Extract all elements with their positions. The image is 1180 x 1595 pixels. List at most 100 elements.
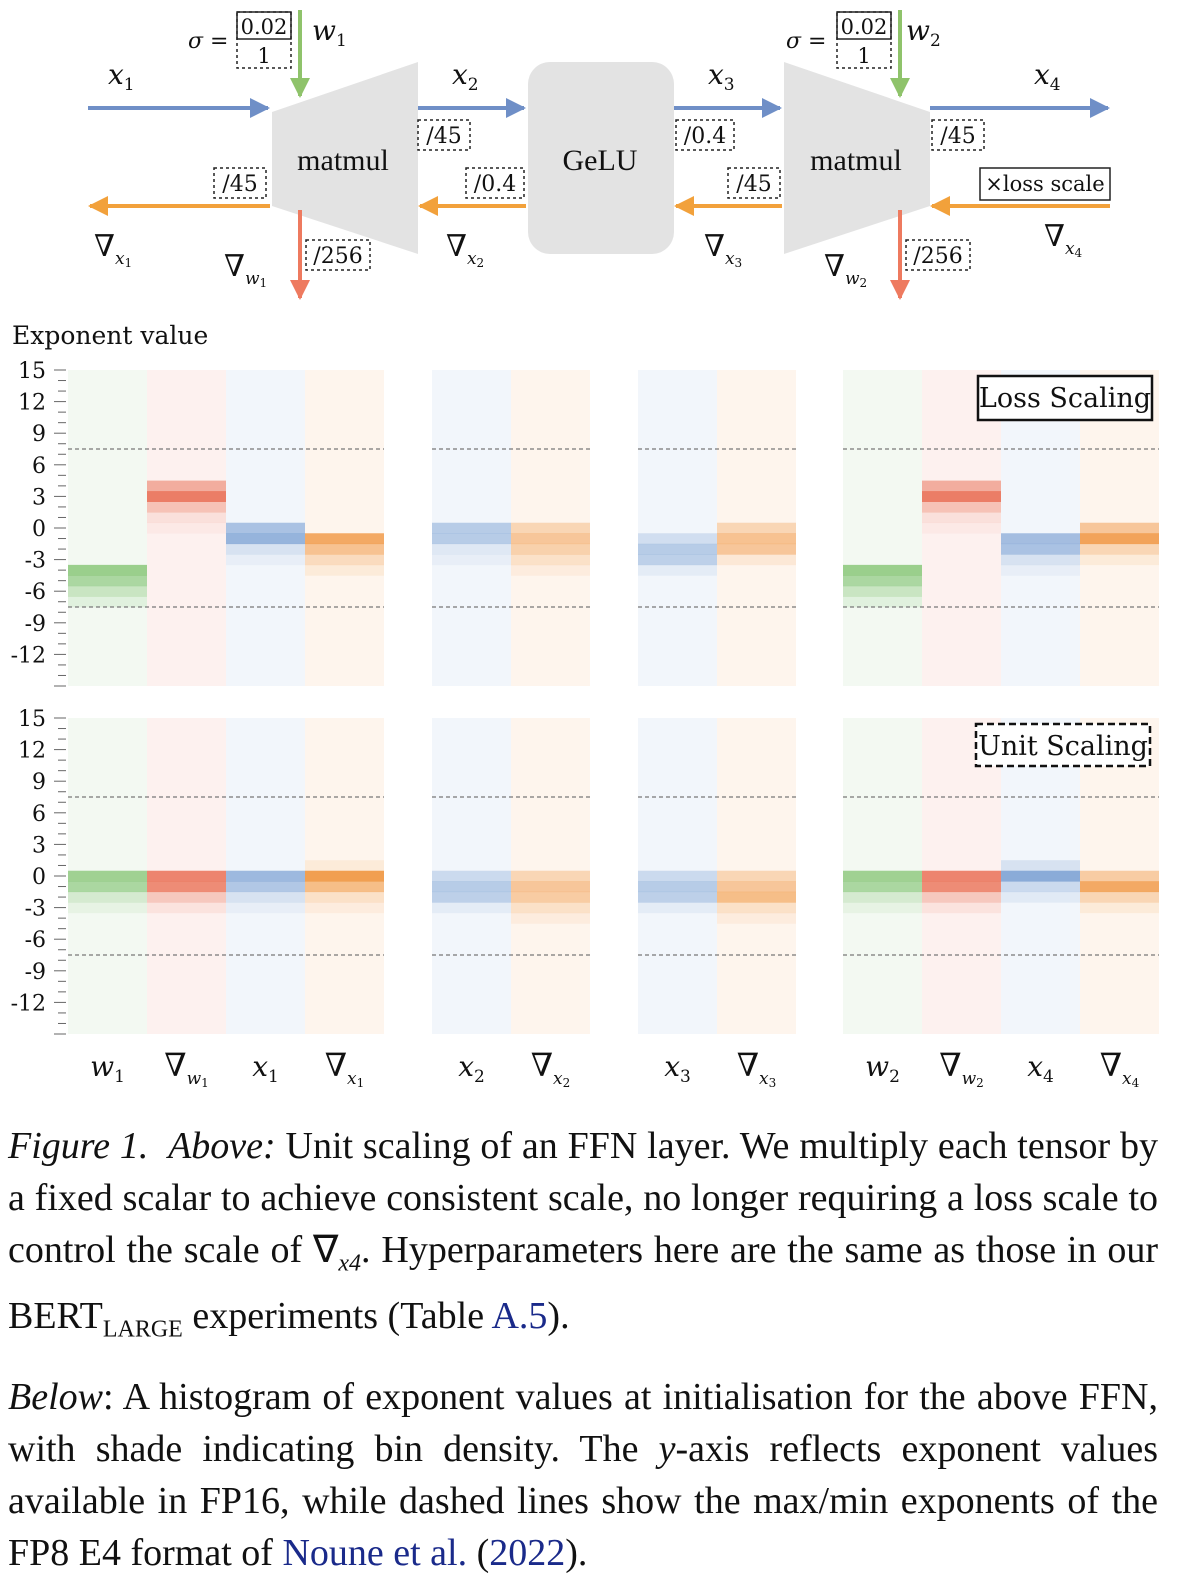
y-tick-label: 12 bbox=[18, 391, 46, 416]
histogram-bin bbox=[432, 554, 511, 566]
label-grad-x4: ∇x4 bbox=[1044, 219, 1083, 260]
histogram-bin bbox=[147, 522, 226, 534]
scale-bwd-x2: /0.4 bbox=[474, 172, 516, 197]
histogram-column-bg bbox=[638, 718, 717, 1034]
x-tick-label: ∇x4 bbox=[1100, 1046, 1140, 1090]
y-tick-label: -9 bbox=[25, 612, 46, 637]
y-tick-label: 6 bbox=[32, 454, 46, 479]
above-text-3: experiments (Table bbox=[182, 1294, 492, 1337]
histogram-bin bbox=[147, 891, 226, 903]
histogram-bin bbox=[1001, 554, 1080, 566]
y-tick-label: -9 bbox=[25, 960, 46, 985]
histogram-bin bbox=[717, 902, 796, 914]
histogram-bin bbox=[226, 870, 305, 882]
histogram-bin bbox=[432, 543, 511, 555]
label-grad-x3: ∇x3 bbox=[704, 229, 742, 270]
histogram-bin bbox=[305, 870, 384, 882]
label-x4: x4 bbox=[1034, 58, 1061, 95]
histogram-bin bbox=[68, 902, 147, 914]
figure: matmul GeLU matmul σ = 0.02 bbox=[11, 10, 1159, 1090]
histogram-bin bbox=[147, 501, 226, 513]
histogram-bin bbox=[922, 491, 1001, 502]
histogram-bin bbox=[717, 881, 796, 893]
histogram-bin bbox=[305, 881, 384, 893]
y-tick-label: -6 bbox=[25, 928, 46, 953]
histogram-bin bbox=[922, 512, 1001, 524]
y-tick-label: -3 bbox=[25, 897, 46, 922]
histogram-bin bbox=[432, 881, 511, 893]
y-tick-label: 9 bbox=[32, 422, 46, 447]
histogram-bin bbox=[68, 564, 147, 576]
panel-label: Loss Scaling bbox=[979, 383, 1151, 414]
sigma-w2: σ = 0.02 1 bbox=[786, 11, 892, 69]
loss-scale-box bbox=[979, 167, 1111, 201]
scale-box-fwd-x2 bbox=[417, 119, 471, 151]
histogram-bin bbox=[638, 564, 717, 576]
sigma-label-w2: σ = bbox=[786, 29, 826, 54]
table-ref-link[interactable]: A.5 bbox=[491, 1294, 548, 1337]
histogram-bin bbox=[511, 902, 590, 914]
histogram-bin bbox=[432, 522, 511, 534]
histogram-column-bg bbox=[922, 370, 1001, 686]
y-tick-label: 15 bbox=[18, 359, 46, 384]
histogram-bin bbox=[305, 533, 384, 545]
scale-fwd-x2: /45 bbox=[426, 124, 461, 149]
histogram-bin bbox=[432, 533, 511, 545]
histogram-bin bbox=[226, 891, 305, 903]
scale-fwd-x3: /0.4 bbox=[684, 124, 726, 149]
histogram-bin bbox=[68, 575, 147, 587]
citation-year-link[interactable]: 2022 bbox=[489, 1532, 566, 1575]
histogram-bin bbox=[226, 543, 305, 555]
histogram-bin bbox=[68, 870, 147, 882]
sigma-num-box-w2 bbox=[836, 11, 892, 40]
histogram-bin bbox=[305, 554, 384, 566]
histogram-bin bbox=[843, 564, 922, 576]
histogram-bin bbox=[843, 596, 922, 608]
sigma-num-w1: 0.02 bbox=[241, 15, 288, 39]
label-x2: x2 bbox=[452, 58, 479, 95]
histogram-bin bbox=[717, 870, 796, 882]
above-grad-sub: x4 bbox=[338, 1250, 362, 1277]
histogram-bin bbox=[922, 891, 1001, 903]
histogram-bin bbox=[1080, 554, 1159, 566]
x-tick-label: ∇w2 bbox=[939, 1046, 984, 1090]
y-tick-label: 12 bbox=[18, 739, 46, 764]
histogram-bin bbox=[717, 891, 796, 903]
citation-author-link[interactable]: Noune et al. bbox=[282, 1532, 468, 1575]
matmul2-block bbox=[784, 62, 930, 254]
histogram-bin bbox=[68, 585, 147, 597]
histogram-bin bbox=[147, 491, 226, 502]
histogram-bin bbox=[511, 543, 590, 555]
histogram-column-bg bbox=[1080, 370, 1159, 686]
figure-caption: Figure 1. Above: Unit scaling of an FFN … bbox=[8, 1120, 1158, 1595]
histogram-bin bbox=[1080, 533, 1159, 545]
y-tick-label: 3 bbox=[32, 485, 46, 510]
histogram-bin bbox=[511, 564, 590, 576]
histogram-bin bbox=[147, 870, 226, 882]
sigma-label-w1: σ = bbox=[188, 29, 228, 54]
histogram-bin bbox=[226, 881, 305, 893]
histogram-bin bbox=[638, 891, 717, 903]
histogram-bin bbox=[1001, 881, 1080, 893]
below-label: Below bbox=[8, 1376, 103, 1419]
histogram-bin bbox=[305, 564, 384, 576]
histogram-bin bbox=[511, 554, 590, 566]
histogram-bin bbox=[226, 522, 305, 534]
gelu-label: GeLU bbox=[563, 144, 638, 177]
histogram-bin bbox=[843, 575, 922, 587]
histogram-bin bbox=[922, 902, 1001, 914]
x-tick-label: x3 bbox=[664, 1050, 691, 1087]
scale-box-bwd-x1 bbox=[213, 167, 267, 199]
histogram-bin bbox=[1080, 891, 1159, 903]
sigma-num-w2: 0.02 bbox=[841, 15, 888, 39]
histogram-column-bg bbox=[1001, 370, 1080, 686]
y-axis-word: y bbox=[658, 1428, 676, 1471]
histogram-column-bg bbox=[717, 718, 796, 1034]
caption-below: Below: A histogram of exponent values at… bbox=[8, 1371, 1158, 1579]
above-text-4: ). bbox=[547, 1294, 570, 1337]
histogram-bin bbox=[147, 512, 226, 524]
y-axis-label: Exponent value bbox=[12, 321, 208, 350]
scale-box-bwd-w1 bbox=[305, 239, 371, 271]
histogram-bin bbox=[1001, 533, 1080, 545]
above-text-2: . Hyperparameters here are the same as t… bbox=[8, 1229, 1158, 1337]
